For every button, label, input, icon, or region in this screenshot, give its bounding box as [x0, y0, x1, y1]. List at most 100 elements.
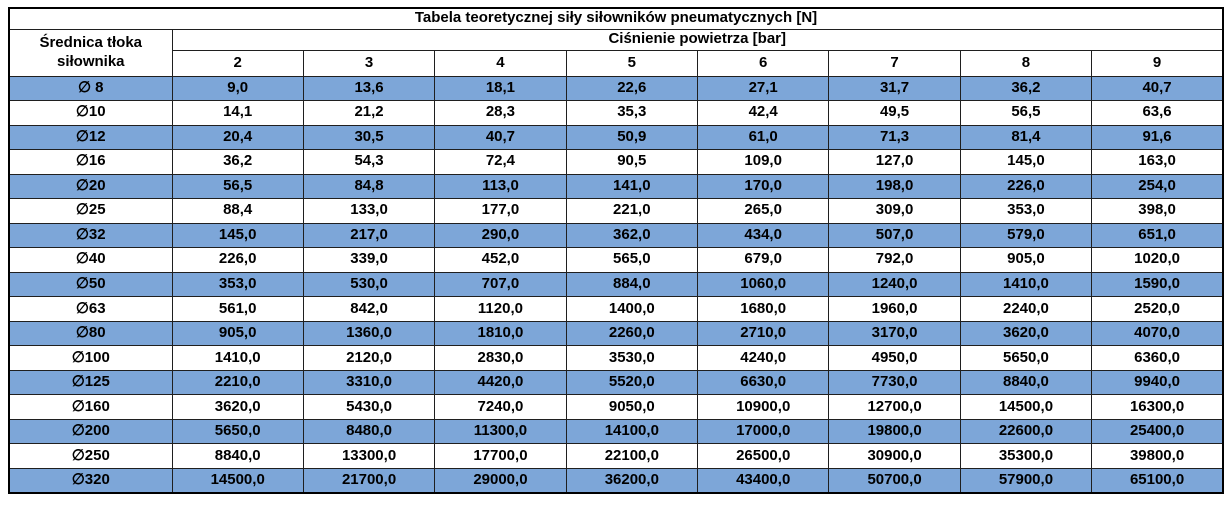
force-value-cell: 13,6: [302, 75, 436, 102]
pressure-column-header: 2: [171, 49, 304, 77]
pressure-column-header: 8: [959, 49, 1093, 77]
force-value-cell: 884,0: [565, 271, 699, 298]
table-row: ∅250 8840,0 13300,0 17700,0 22100,0 26500,0 30…: [8, 443, 1224, 469]
force-value-cell: 71,3: [828, 124, 961, 151]
force-value-cell: 141,0: [565, 173, 699, 200]
force-value-cell: 90,5: [565, 149, 699, 175]
force-value-cell: 3170,0: [828, 320, 961, 347]
force-value-cell: 113,0: [434, 173, 567, 200]
force-value-cell: 8840,0: [171, 443, 304, 469]
force-value-cell: 398,0: [1091, 198, 1224, 224]
force-value-cell: 561,0: [171, 296, 304, 322]
force-value-cell: 43400,0: [696, 467, 830, 494]
table-row: ∅10 14,1 21,2 28,3 35,3 42,4 49,5 56,5 63,6: [8, 100, 1224, 126]
diameter-cell: ∅16: [8, 149, 173, 175]
force-value-cell: 905,0: [959, 247, 1093, 273]
force-value-cell: 1360,0: [302, 320, 436, 347]
force-value-cell: 2520,0: [1091, 296, 1224, 322]
table-row: ∅16 36,2 54,3 72,4 90,5 109,0 127,0 145,0 163,0: [8, 149, 1224, 175]
force-value-cell: 56,5: [171, 173, 304, 200]
force-value-cell: 353,0: [959, 198, 1093, 224]
diameter-cell: ∅50: [8, 271, 173, 298]
force-value-cell: 35,3: [565, 100, 699, 126]
force-value-cell: 18,1: [434, 75, 567, 102]
force-value-cell: 792,0: [828, 247, 961, 273]
force-value-cell: 35300,0: [959, 443, 1093, 469]
group-header-row: Średnica tłoka siłownika Ciśnienie powie…: [8, 28, 1224, 77]
force-value-cell: 16300,0: [1091, 394, 1224, 420]
force-value-cell: 226,0: [171, 247, 304, 273]
force-value-cell: 651,0: [1091, 222, 1224, 249]
force-value-cell: 17000,0: [696, 418, 830, 445]
table-row: ∅80 905,0 1360,0 1810,0 2260,0 2710,0 3170,0 36…: [8, 320, 1224, 347]
force-value-cell: 2240,0: [959, 296, 1093, 322]
force-value-cell: 28,3: [434, 100, 567, 126]
force-value-cell: 8480,0: [302, 418, 436, 445]
force-value-cell: 5520,0: [565, 369, 699, 396]
force-value-cell: 226,0: [959, 173, 1093, 200]
force-value-cell: 50700,0: [828, 467, 961, 494]
force-value-cell: 5650,0: [171, 418, 304, 445]
table-row: ∅320 14500,0 21700,0 29000,0 36200,0 43400,0 5…: [8, 467, 1224, 494]
title-row: Tabela teoretycznej siły siłowników pneu…: [8, 7, 1224, 30]
force-value-cell: 30900,0: [828, 443, 961, 469]
force-value-cell: 1590,0: [1091, 271, 1224, 298]
force-value-cell: 127,0: [828, 149, 961, 175]
table-row: ∅32 145,0 217,0 290,0 362,0 434,0 507,0 579,0 65…: [8, 222, 1224, 249]
force-value-cell: 265,0: [696, 198, 830, 224]
force-value-cell: 20,4: [171, 124, 304, 151]
force-value-cell: 61,0: [696, 124, 830, 151]
pressure-column-header: 9: [1091, 49, 1224, 77]
force-value-cell: 217,0: [302, 222, 436, 249]
force-value-cell: 72,4: [434, 149, 567, 175]
force-value-cell: 170,0: [696, 173, 830, 200]
diameter-cell: ∅100: [8, 345, 173, 371]
force-value-cell: 84,8: [302, 173, 436, 200]
force-value-cell: 1240,0: [828, 271, 961, 298]
force-value-cell: 2830,0: [434, 345, 567, 371]
force-value-cell: 353,0: [171, 271, 304, 298]
force-value-cell: 842,0: [302, 296, 436, 322]
force-value-cell: 362,0: [565, 222, 699, 249]
force-value-cell: 707,0: [434, 271, 567, 298]
force-value-cell: 221,0: [565, 198, 699, 224]
force-value-cell: 9,0: [171, 75, 304, 102]
pressure-column-header: 3: [302, 49, 436, 77]
diameter-cell: ∅200: [8, 418, 173, 445]
table-row: ∅20 56,5 84,8 113,0 141,0 170,0 198,0 226,0 254,…: [8, 173, 1224, 200]
force-value-cell: 1410,0: [171, 345, 304, 371]
force-value-cell: 9940,0: [1091, 369, 1224, 396]
diameter-cell: ∅32: [8, 222, 173, 249]
force-value-cell: 145,0: [171, 222, 304, 249]
force-value-cell: 29000,0: [434, 467, 567, 494]
force-value-cell: 679,0: [696, 247, 830, 273]
force-value-cell: 6360,0: [1091, 345, 1224, 371]
force-value-cell: 8840,0: [959, 369, 1093, 396]
force-value-cell: 1400,0: [565, 296, 699, 322]
force-value-cell: 40,7: [434, 124, 567, 151]
table-row: ∅160 3620,0 5430,0 7240,0 9050,0 10900,0 12700…: [8, 394, 1224, 420]
table-row: ∅200 5650,0 8480,0 11300,0 14100,0 17000,0 198…: [8, 418, 1224, 445]
force-value-cell: 13300,0: [302, 443, 436, 469]
force-value-cell: 14,1: [171, 100, 304, 126]
table-row: ∅63 561,0 842,0 1120,0 1400,0 1680,0 1960,0 224…: [8, 296, 1224, 322]
diameter-column-header: Średnica tłoka siłownika: [8, 28, 173, 77]
force-value-cell: 36200,0: [565, 467, 699, 494]
force-value-cell: 145,0: [959, 149, 1093, 175]
force-value-cell: 198,0: [828, 173, 961, 200]
table-row: ∅12 20,4 30,5 40,7 50,9 61,0 71,3 81,4 91,6: [8, 124, 1224, 151]
force-value-cell: 565,0: [565, 247, 699, 273]
pressure-column-header: 6: [696, 49, 830, 77]
force-value-cell: 12700,0: [828, 394, 961, 420]
force-value-cell: 290,0: [434, 222, 567, 249]
force-value-cell: 254,0: [1091, 173, 1224, 200]
force-value-cell: 3310,0: [302, 369, 436, 396]
diameter-cell: ∅125: [8, 369, 173, 396]
force-value-cell: 1120,0: [434, 296, 567, 322]
pressure-column-header: 7: [828, 49, 961, 77]
force-value-cell: 1060,0: [696, 271, 830, 298]
force-value-cell: 2710,0: [696, 320, 830, 347]
force-value-cell: 530,0: [302, 271, 436, 298]
force-value-cell: 42,4: [696, 100, 830, 126]
force-value-cell: 56,5: [959, 100, 1093, 126]
